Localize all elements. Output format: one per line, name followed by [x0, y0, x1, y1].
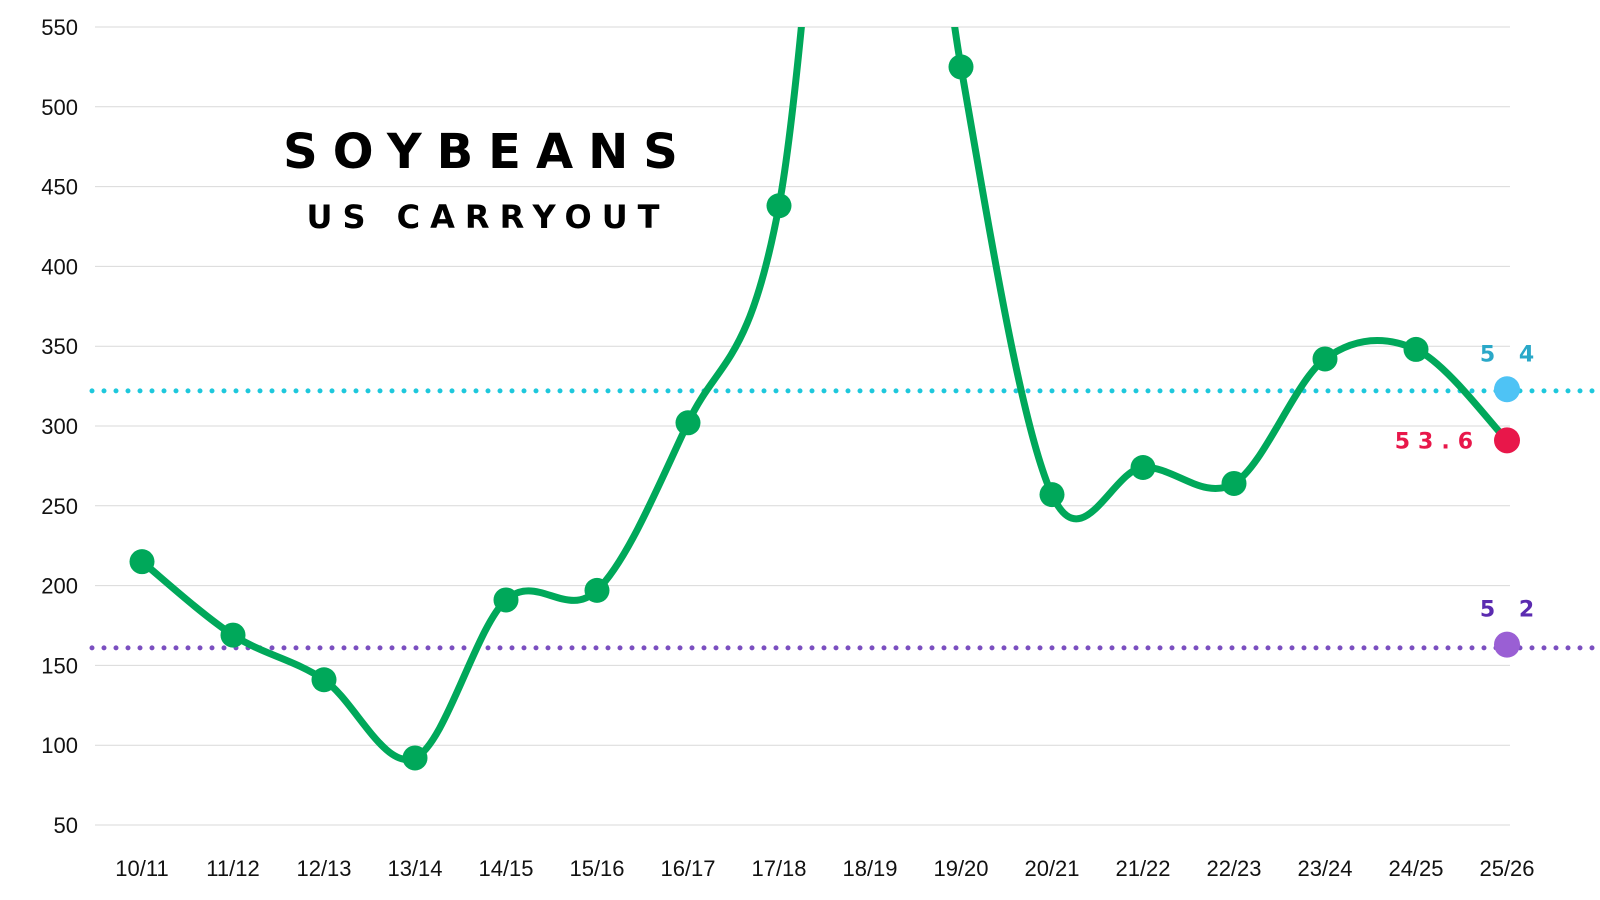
y-tick-label: 200: [41, 574, 78, 599]
data-point: [493, 587, 519, 613]
annotation-marker: [1494, 427, 1520, 454]
data-point: [220, 622, 246, 648]
chart-subtitle: US CARRYOUT: [307, 198, 670, 236]
y-tick-label: 50: [54, 813, 78, 838]
y-tick-label: 100: [41, 733, 78, 758]
data-point: [1221, 470, 1247, 496]
x-tick-label: 17/18: [751, 856, 806, 881]
data-point: [584, 577, 610, 603]
data-point: [766, 193, 792, 219]
data-point: [311, 667, 337, 693]
x-tick-label: 21/22: [1115, 856, 1170, 881]
data-point: [948, 54, 974, 80]
x-tick-label: 12/13: [296, 856, 351, 881]
y-tick-label: 450: [41, 175, 78, 200]
data-point: [675, 410, 701, 436]
x-tick-label: 24/25: [1388, 856, 1443, 881]
chart-title: SOYBEANS: [283, 124, 693, 180]
reference-lines: [89, 388, 1600, 651]
annotation-label: 53.6: [1395, 429, 1481, 454]
x-tick-label: 22/23: [1206, 856, 1261, 881]
annotation-label: 5 2: [1480, 598, 1542, 623]
x-tick-label: 11/12: [206, 856, 259, 881]
data-point: [129, 549, 155, 575]
annotation-label: 5 4: [1480, 342, 1542, 367]
data-point: [1130, 454, 1156, 480]
x-tick-label: 10/11: [115, 856, 168, 881]
x-tick-label: 15/16: [569, 856, 624, 881]
y-tick-label: 350: [41, 334, 78, 359]
y-tick-label: 150: [41, 653, 78, 678]
series-group: [129, 27, 1511, 771]
y-tick-label: 550: [41, 15, 78, 40]
annotations: 5 4 53.6 5 2: [1395, 342, 1542, 658]
x-tick-label: 13/14: [387, 856, 442, 881]
x-tick-label: 25/26: [1479, 856, 1534, 881]
annotation-marker: [1494, 376, 1520, 403]
y-tick-label: 400: [41, 254, 78, 279]
gridlines: [95, 26, 1510, 826]
data-point: [1312, 346, 1338, 372]
x-tick-label: 18/19: [842, 856, 897, 881]
x-axis: 10/11 11/12 12/13 13/14 14/15 15/16 16/17 17/18…: [115, 856, 1534, 881]
y-tick-label: 250: [41, 494, 78, 519]
data-point: [402, 745, 428, 771]
y-tick-label: 500: [41, 95, 78, 120]
y-axis: 50 100 150 200 250 300 350 400 450 500 550: [41, 15, 78, 838]
x-tick-label: 23/24: [1297, 856, 1352, 881]
x-tick-label: 19/20: [933, 856, 988, 881]
x-tick-label: 14/15: [478, 856, 533, 881]
data-point: [1039, 482, 1065, 508]
x-tick-label: 20/21: [1024, 856, 1079, 881]
x-tick-label: 16/17: [660, 856, 715, 881]
annotation-marker: [1494, 631, 1520, 658]
y-tick-label: 300: [41, 414, 78, 439]
data-point: [1403, 336, 1429, 362]
